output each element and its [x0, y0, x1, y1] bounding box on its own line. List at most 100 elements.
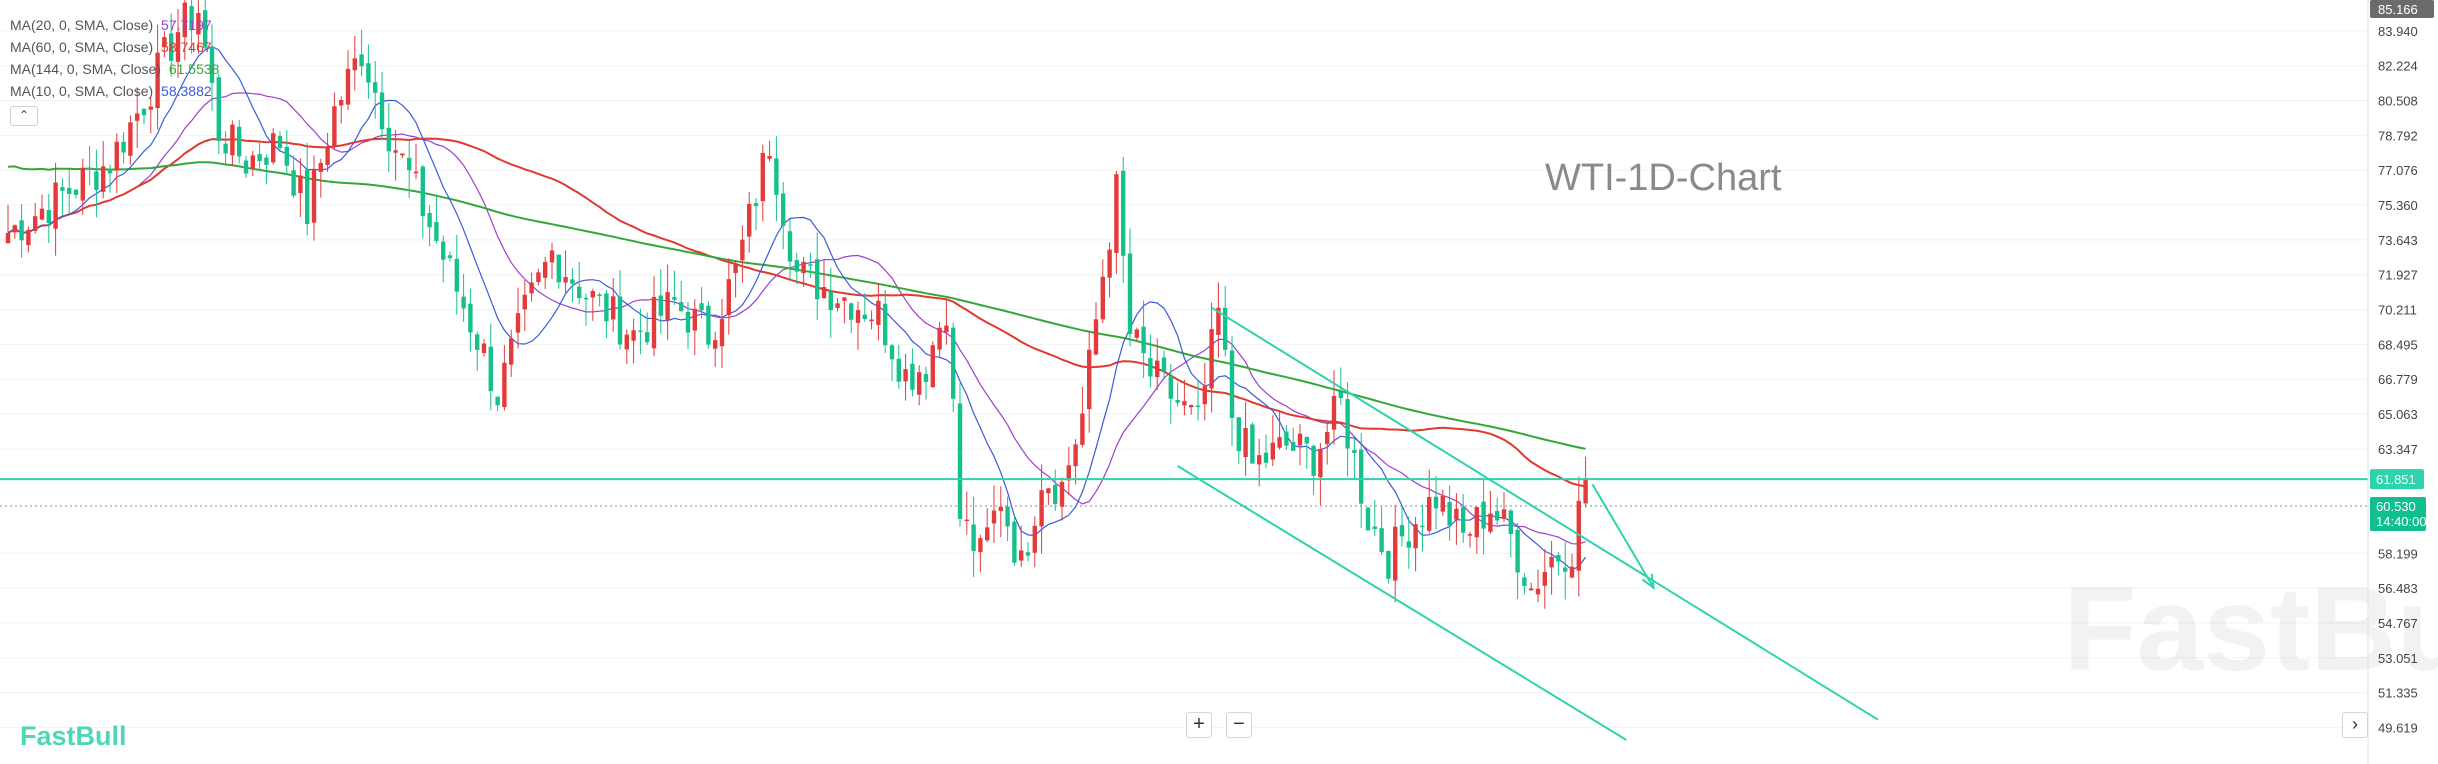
candle-body — [209, 46, 215, 83]
candle-body — [672, 297, 677, 300]
candle-body — [325, 148, 330, 165]
channel-line — [1211, 306, 1879, 721]
y-tick-label: 73.643 — [2378, 233, 2418, 248]
legend-ma60[interactable]: MA(60, 0, SMA, Close) 58.7467 — [10, 36, 219, 58]
y-tick-label: 66.779 — [2378, 372, 2418, 387]
candle-body — [216, 77, 221, 141]
candles — [5, 0, 1588, 609]
legend-collapse-button[interactable]: ⌃ — [10, 106, 38, 126]
candle-body — [39, 208, 45, 220]
candle-body — [345, 68, 351, 105]
candle-body — [26, 229, 31, 246]
zoom-in-button[interactable]: + — [1186, 712, 1212, 738]
candle-body — [73, 189, 79, 195]
candle-body — [237, 126, 242, 157]
candle-body — [162, 37, 167, 48]
candle-body — [781, 193, 786, 226]
candle-body — [1209, 329, 1214, 389]
candle-body — [359, 54, 364, 67]
y-tick-label: 83.940 — [2378, 24, 2418, 39]
y-tick-label: 77.076 — [2378, 163, 2418, 178]
candle-body — [407, 157, 412, 171]
candle-body — [1175, 399, 1180, 403]
candle-body — [155, 52, 160, 109]
legend-ma20-value: 57.7197 — [161, 17, 212, 33]
candle-body — [998, 506, 1003, 512]
candle-body — [1297, 433, 1303, 446]
ma-line — [7, 45, 1587, 571]
candle-body — [604, 293, 609, 322]
legend-ma60-value: 58.7467 — [161, 39, 212, 55]
candle-body — [128, 122, 133, 156]
candle-body — [883, 303, 888, 346]
drawings — [0, 306, 2368, 741]
candle-body — [978, 538, 983, 553]
legend-ma144[interactable]: MA(144, 0, SMA, Close) 61.5538 — [10, 58, 219, 80]
candle-body — [169, 33, 174, 61]
candle-body — [1223, 307, 1228, 350]
candle-body — [1461, 507, 1466, 533]
candle-body — [284, 146, 289, 166]
channel-line — [1177, 465, 1627, 741]
candle-body — [1338, 391, 1343, 399]
candle-body — [1413, 524, 1418, 549]
candle-body — [332, 106, 337, 148]
candle-body — [1495, 510, 1500, 521]
candle-body — [971, 524, 976, 552]
candle-body — [719, 319, 725, 347]
chart-title: WTI-1D-Chart — [1545, 157, 1782, 199]
legend-ma60-name: MA(60, 0, SMA, Close) — [10, 39, 154, 55]
candle-body — [1386, 550, 1391, 579]
candle-body — [223, 143, 228, 154]
legend-ma20[interactable]: MA(20, 0, SMA, Close) 57.7197 — [10, 14, 219, 36]
candle-body — [19, 220, 24, 241]
candle-body — [855, 310, 861, 323]
candle-body — [611, 296, 616, 320]
candle-body — [985, 527, 990, 541]
candle-body — [1114, 174, 1119, 253]
candle-body — [821, 287, 827, 299]
y-tick-label: 63.347 — [2378, 442, 2418, 457]
candle-body — [1365, 507, 1371, 531]
zoom-out-button[interactable]: − — [1226, 712, 1252, 738]
candle-body — [1359, 449, 1364, 504]
candle-body — [1127, 253, 1133, 335]
candle-body — [515, 313, 521, 333]
candle-body — [12, 225, 17, 233]
scroll-to-latest-button[interactable]: › — [2342, 712, 2368, 738]
candle-body — [590, 291, 595, 298]
candle-body — [1236, 417, 1241, 452]
y-tick-label: 82.224 — [2378, 59, 2418, 74]
candle-body — [250, 155, 255, 169]
candle-body — [1012, 521, 1017, 563]
candle-body — [87, 167, 92, 170]
candle-body — [801, 261, 806, 274]
candle-body — [1379, 528, 1384, 553]
candle-body — [271, 133, 276, 163]
candle-body — [713, 340, 718, 349]
candle-body — [760, 152, 765, 202]
candle-body — [495, 396, 500, 406]
candle-body — [1059, 481, 1065, 507]
candle-body — [1331, 395, 1337, 430]
candle-body — [631, 330, 636, 341]
candle-body — [699, 303, 704, 311]
candle-body — [366, 63, 371, 83]
candle-body — [427, 212, 432, 228]
candle-body — [991, 510, 997, 524]
candle-body — [1420, 525, 1425, 528]
candle-body — [1549, 556, 1554, 568]
candle-body — [305, 169, 310, 224]
candle-body — [46, 209, 51, 224]
candle-body — [1535, 588, 1541, 595]
candle-body — [1277, 437, 1282, 448]
candle-body — [1066, 465, 1071, 481]
candle-body — [1032, 525, 1037, 553]
forecast-arrow-head — [1641, 573, 1655, 590]
candle-body — [862, 314, 867, 320]
legend-ma10[interactable]: MA(10, 0, SMA, Close) 58.3882 — [10, 80, 219, 102]
candle-body — [1556, 555, 1561, 562]
candle-body — [339, 100, 344, 106]
candle-body — [468, 303, 473, 333]
